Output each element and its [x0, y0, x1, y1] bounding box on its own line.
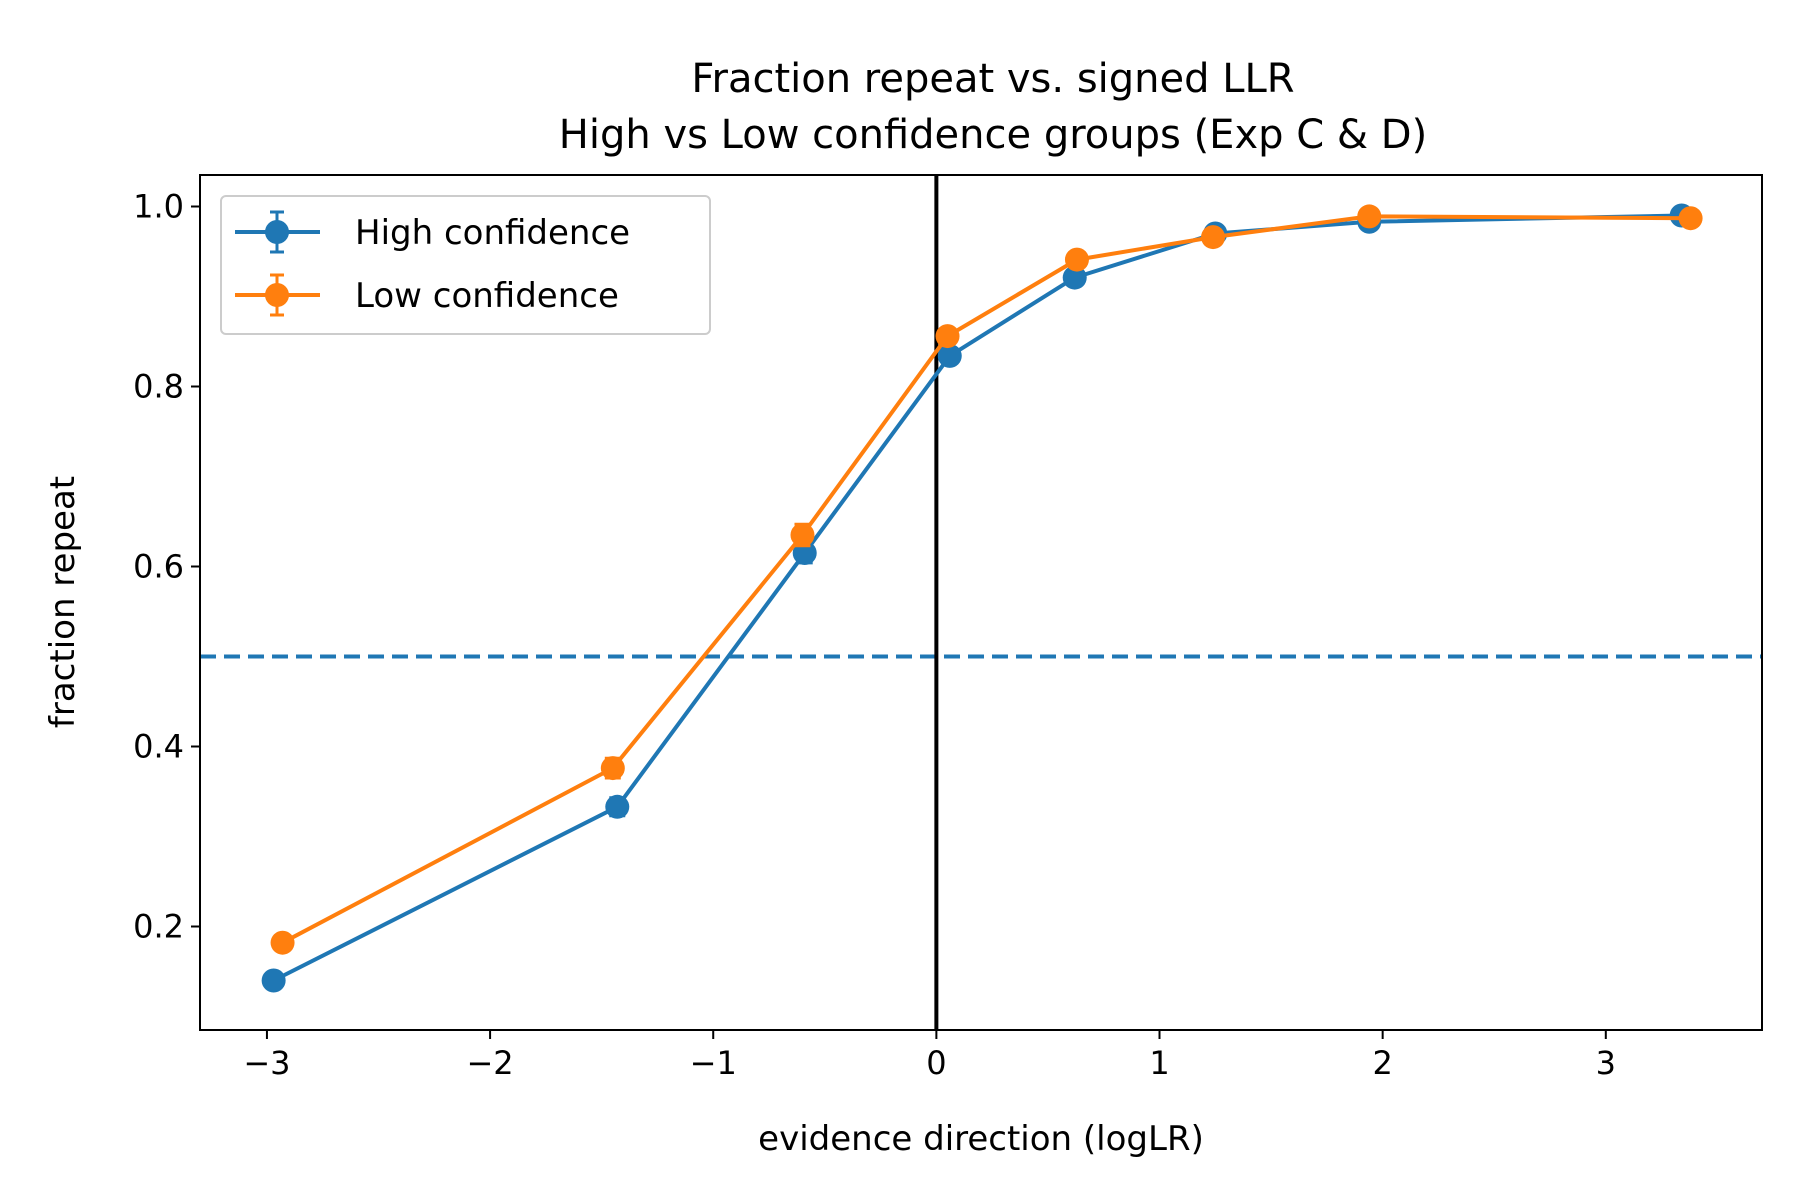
data-point — [261, 968, 286, 993]
legend-label: Low confidence — [355, 276, 619, 316]
data-point — [600, 756, 625, 781]
legend-marker — [265, 283, 289, 307]
plot-area — [200, 175, 1762, 1030]
x-tick-label: −2 — [466, 1044, 513, 1082]
y-axis-label: fraction repeat — [43, 476, 83, 728]
y-tick-label: 0.8 — [133, 368, 184, 406]
x-tick-label: 3 — [1596, 1044, 1616, 1082]
series-line — [272, 213, 1682, 983]
legend-entry-2: Low confidence — [235, 273, 619, 317]
y-tick-label: 0.4 — [133, 728, 184, 766]
data-point — [270, 930, 295, 955]
data-point — [1062, 265, 1087, 290]
data-point — [790, 523, 815, 547]
y-tick-label: 0.2 — [133, 908, 184, 946]
x-axis: −3 −2 −1 0 1 2 3 — [243, 1030, 1616, 1082]
data-point — [605, 794, 630, 819]
plot-frame — [199, 174, 1763, 1031]
legend: High confidence Low confidence — [220, 195, 711, 335]
legend-box — [220, 195, 711, 335]
x-tick-label: −1 — [690, 1044, 737, 1082]
x-tick-label: −3 — [243, 1044, 290, 1082]
data-point — [1678, 206, 1703, 231]
x-axis-label: evidence direction (logLR) — [758, 1119, 1204, 1159]
x-tick-label: 0 — [926, 1044, 946, 1082]
data-point — [1357, 204, 1382, 229]
chart-subtitle: High vs Low confidence groups (Exp C & D… — [559, 112, 1427, 158]
data-point — [935, 324, 960, 349]
data-point — [937, 343, 962, 368]
legend-label: High confidence — [355, 213, 630, 253]
series-line — [281, 214, 1691, 945]
y-tick-label: 1.0 — [133, 188, 184, 226]
x-tick-label: 2 — [1372, 1044, 1392, 1082]
data-point — [1064, 247, 1089, 272]
series-2 — [270, 204, 1703, 955]
chart-title: Fraction repeat vs. signed LLR — [691, 56, 1294, 102]
legend-entry-1: High confidence — [235, 210, 630, 254]
x-tick-label: 1 — [1149, 1044, 1169, 1082]
data-point — [1201, 225, 1226, 250]
y-tick-label: 0.6 — [133, 548, 184, 586]
legend-marker — [265, 220, 289, 244]
y-axis: 0.2 0.4 0.6 0.8 1.0 — [133, 188, 200, 946]
